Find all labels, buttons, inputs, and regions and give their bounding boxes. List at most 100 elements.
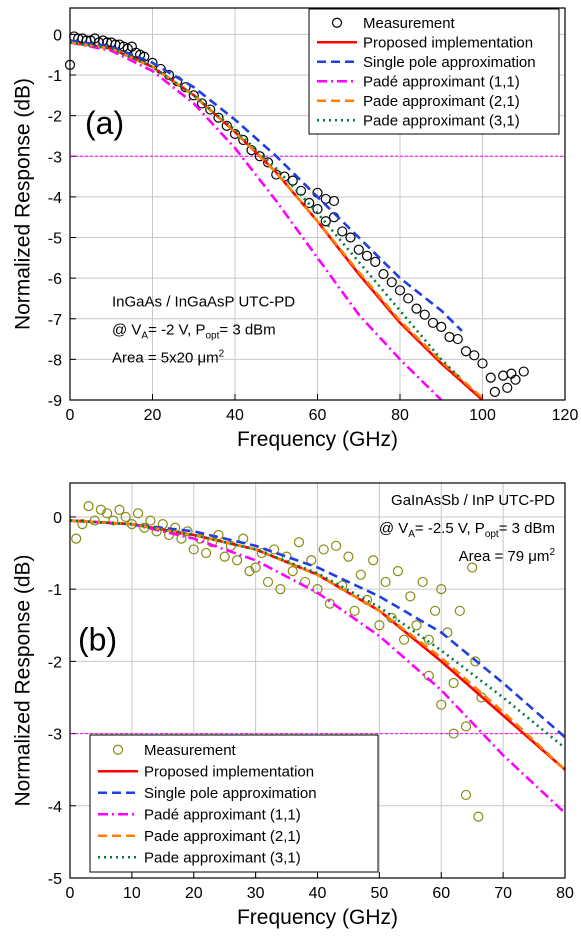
data-point	[405, 591, 416, 602]
data-point	[498, 370, 509, 381]
data-point	[343, 551, 354, 562]
panel-label: (a)	[85, 105, 124, 141]
data-point	[132, 508, 144, 519]
annotation-part: GaInAsSb / InP UTC-PD	[391, 492, 555, 509]
legend-label: Pade approximant (2,1)	[363, 93, 520, 110]
data-point	[467, 562, 478, 573]
data-point	[345, 232, 356, 243]
annotation-part: = 3 dBm	[499, 520, 555, 537]
data-point	[246, 145, 257, 156]
annotation: @ VA= -2 V, Popt= 3 dBm	[112, 322, 276, 342]
data-point	[419, 309, 430, 320]
data-point	[361, 250, 373, 261]
annotation: Area = 79 μm2	[459, 547, 556, 565]
data-point	[353, 244, 364, 255]
x-tick-label: 20	[144, 407, 162, 424]
x-axis-label: Frequency (GHz)	[237, 906, 398, 929]
data-point	[83, 501, 94, 512]
data-point	[485, 372, 496, 383]
annotation: GaInAsSb / InP UTC-PD	[391, 492, 555, 509]
plot-frame	[69, 7, 566, 401]
annotation-part: 2	[219, 349, 225, 360]
data-point	[231, 555, 243, 566]
y-tick-label: 0	[53, 27, 62, 44]
data-line	[69, 41, 463, 381]
data-point	[201, 547, 212, 559]
data-point	[275, 584, 286, 595]
plot-frame	[69, 482, 566, 879]
x-tick-label: 60	[309, 407, 327, 424]
x-tick-label: 40	[309, 885, 327, 902]
y-tick-label: -3	[48, 727, 62, 744]
annotation-part: A	[408, 529, 415, 540]
data-point	[330, 540, 342, 551]
data-point	[250, 562, 261, 573]
annotation: @ VA= -2.5 V, Popt= 3 dBm	[379, 520, 555, 540]
annotation-part: A	[141, 331, 148, 342]
y-tick-label: -9	[48, 393, 62, 410]
data-point	[429, 605, 441, 616]
legend-label: Measurement	[363, 15, 456, 32]
data-point	[448, 728, 459, 739]
legend-box	[308, 8, 560, 135]
data-point	[318, 544, 329, 555]
data-point	[205, 104, 216, 115]
x-tick-label: 50	[370, 885, 388, 902]
y-axis-label: Normalized Response (dB)	[12, 78, 35, 330]
annotation-part: = -2.5 V, P	[415, 520, 485, 537]
data-point	[436, 321, 447, 332]
data-point	[477, 358, 488, 369]
annotation-part: @ V	[112, 322, 141, 339]
annotation-part: = 3 dBm	[219, 322, 275, 339]
data-point	[262, 576, 274, 588]
x-tick-label: 80	[391, 407, 409, 424]
data-point	[394, 285, 406, 296]
data-point	[77, 519, 88, 530]
y-tick-label: -7	[48, 312, 62, 329]
data-point	[386, 277, 397, 288]
data-point	[328, 195, 340, 207]
data-point	[399, 634, 410, 645]
y-tick-label: -8	[48, 352, 62, 369]
data-point	[244, 565, 255, 577]
data-point	[370, 256, 381, 267]
data-point	[262, 157, 274, 168]
data-point	[380, 576, 391, 588]
legend-label: Padé approximant (1,1)	[363, 73, 520, 90]
data-line	[69, 39, 463, 332]
legend-box	[89, 734, 379, 873]
data-point	[207, 537, 218, 548]
x-tick-label: 120	[552, 407, 579, 424]
data-line	[69, 41, 443, 401]
y-tick-label: -1	[48, 582, 62, 599]
y-tick-label: -4	[48, 190, 62, 207]
annotation-part: opt	[205, 331, 219, 342]
y-axis-label: Normalized Response (dB)	[12, 554, 35, 806]
x-tick-label: 0	[66, 407, 75, 424]
data-point	[454, 605, 465, 616]
y-tick-label: -5	[48, 871, 62, 888]
data-point	[427, 317, 439, 328]
x-tick-label: 100	[469, 407, 496, 424]
x-tick-label: 0	[66, 885, 75, 902]
x-tick-label: 80	[556, 885, 574, 902]
data-point	[392, 565, 404, 577]
data-point	[95, 504, 107, 515]
legend-label: Single pole approximation	[363, 54, 536, 71]
y-tick-label: -3	[48, 149, 62, 166]
x-tick-label: 30	[247, 885, 265, 902]
y-tick-label: -6	[48, 271, 62, 288]
data-point	[436, 699, 447, 710]
data-point	[460, 346, 472, 357]
data-point	[436, 584, 447, 595]
data-point	[188, 544, 199, 555]
data-line	[69, 41, 484, 399]
legend-marker	[112, 744, 124, 755]
data-point	[293, 537, 305, 548]
data-point	[469, 350, 480, 361]
data-line	[69, 519, 566, 814]
annotation: Area = 5x20 μm2	[112, 349, 225, 367]
x-tick-label: 60	[432, 885, 450, 902]
data-point	[229, 128, 241, 140]
data-point	[470, 656, 481, 667]
